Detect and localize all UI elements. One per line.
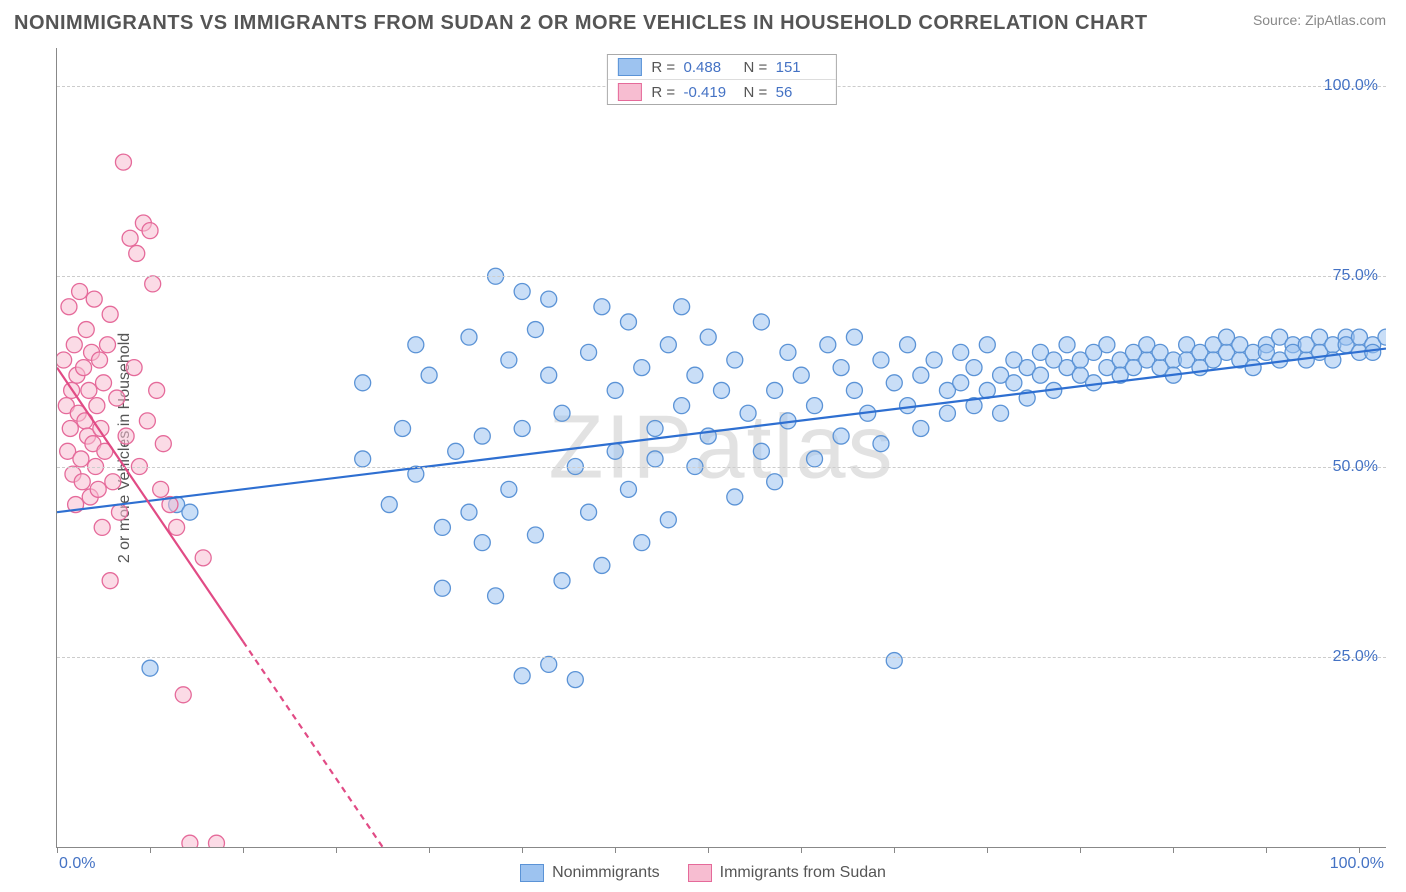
scatter-svg	[57, 48, 1386, 847]
stat-r-value: 0.488	[684, 59, 734, 76]
chart-area: 2 or more Vehicles in Household ZIPatlas…	[14, 48, 1386, 848]
gridline-h	[57, 276, 1386, 277]
x-tick	[894, 847, 895, 853]
y-tick-label: 100.0%	[1324, 77, 1378, 95]
legend-label: Immigrants from Sudan	[720, 864, 886, 882]
watermark: ZIPatlas	[548, 396, 894, 499]
series-swatch	[617, 58, 641, 76]
x-tick	[1173, 847, 1174, 853]
legend-label: Nonimmigrants	[552, 864, 660, 882]
x-tick	[615, 847, 616, 853]
gridline-h	[57, 467, 1386, 468]
legend-swatch	[520, 864, 544, 882]
x-tick	[429, 847, 430, 853]
x-tick	[708, 847, 709, 853]
legend-swatch	[688, 864, 712, 882]
y-tick-label: 75.0%	[1333, 267, 1378, 285]
x-tick	[57, 847, 58, 853]
x-tick	[243, 847, 244, 853]
x-tick	[1080, 847, 1081, 853]
stats-row: R = -0.419 N = 56	[607, 79, 835, 104]
legend-item: Immigrants from Sudan	[688, 864, 886, 882]
stat-r-label: R = -0.419	[651, 84, 733, 101]
x-tick	[336, 847, 337, 853]
x-tick	[1359, 847, 1360, 853]
x-tick	[987, 847, 988, 853]
stat-n-label: N = 151	[744, 59, 826, 76]
gridline-h	[57, 657, 1386, 658]
stats-row: R = 0.488 N = 151	[607, 55, 835, 79]
stat-r-label: R = 0.488	[651, 59, 733, 76]
correlation-stats-box: R = 0.488 N = 151 R = -0.419 N = 56	[606, 54, 836, 105]
x-tick	[522, 847, 523, 853]
x-tick	[801, 847, 802, 853]
stat-n-value: 56	[776, 84, 826, 101]
x-tick	[1266, 847, 1267, 853]
legend: Nonimmigrants Immigrants from Sudan	[0, 864, 1406, 882]
y-tick-label: 50.0%	[1333, 458, 1378, 476]
x-tick	[150, 847, 151, 853]
source-attribution: Source: ZipAtlas.com	[1253, 12, 1386, 28]
stat-r-value: -0.419	[684, 84, 734, 101]
plot-area: ZIPatlas R = 0.488 N = 151 R = -0.419 N …	[56, 48, 1386, 848]
chart-title: NONIMMIGRANTS VS IMMIGRANTS FROM SUDAN 2…	[14, 12, 1148, 35]
series-swatch	[617, 83, 641, 101]
stat-n-label: N = 56	[744, 84, 826, 101]
stat-n-value: 151	[776, 59, 826, 76]
legend-item: Nonimmigrants	[520, 864, 660, 882]
y-tick-label: 25.0%	[1333, 648, 1378, 666]
